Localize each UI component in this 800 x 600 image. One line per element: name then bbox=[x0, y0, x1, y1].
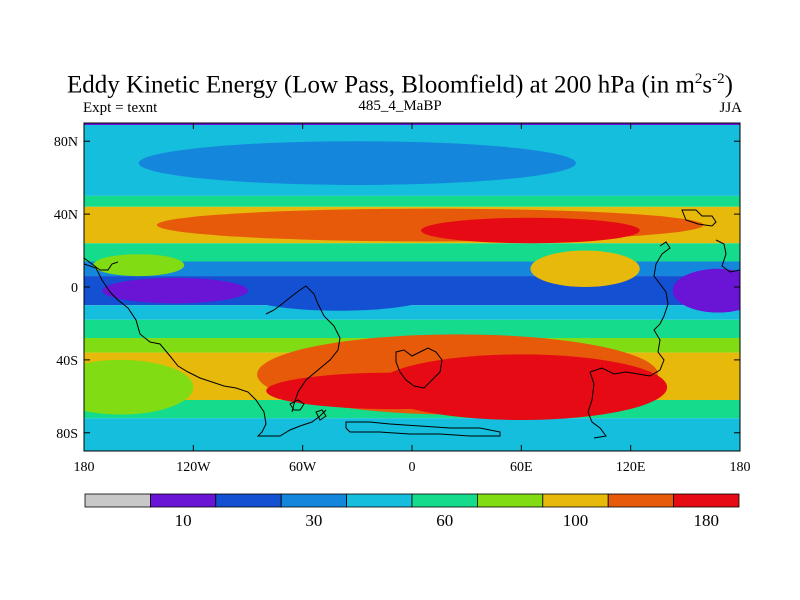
coastline-antarctica bbox=[345, 421, 501, 437]
field-blob-2 bbox=[421, 217, 640, 244]
field-blob-10 bbox=[266, 372, 522, 410]
x-tick-label-6: 180 bbox=[730, 460, 751, 475]
x-tick-label-5: 120E bbox=[616, 460, 646, 475]
field-blob-5 bbox=[102, 277, 248, 304]
colorbar-swatch-8 bbox=[607, 493, 675, 508]
y-tick-label-3: 40S bbox=[56, 354, 78, 369]
coastline-layer bbox=[84, 209, 740, 439]
y-tick-label-2: 0 bbox=[71, 281, 78, 296]
title-close: ) bbox=[724, 71, 733, 99]
coastline-australia bbox=[589, 241, 671, 377]
colorbar-swatch-0 bbox=[84, 493, 151, 508]
coastline-americas bbox=[84, 263, 327, 437]
colorbar-swatch-4 bbox=[346, 493, 413, 508]
field-blob-0 bbox=[138, 141, 576, 185]
subtitle-center: 485_4_MaBP bbox=[358, 98, 442, 114]
colorbar-swatch-2 bbox=[215, 493, 282, 508]
colorbar-label-4: 180 bbox=[694, 511, 720, 530]
y-tick-label-1: 40N bbox=[54, 208, 78, 223]
title-sup-2: -2 bbox=[712, 71, 725, 87]
x-tick-label-3: 0 bbox=[409, 460, 416, 475]
colorbar-swatch-6 bbox=[476, 493, 544, 508]
coastline-africa bbox=[395, 347, 443, 389]
coastline-australia-south bbox=[587, 371, 607, 439]
subtitle-right: JJA bbox=[719, 100, 742, 116]
field-band-6 bbox=[84, 305, 740, 320]
colorbar-label-1: 30 bbox=[305, 511, 322, 530]
colorbar-swatch-7 bbox=[542, 493, 609, 508]
colorbar-label-2: 60 bbox=[436, 511, 453, 530]
x-tick-label-0: 180 bbox=[74, 460, 95, 475]
field-band-1 bbox=[84, 195, 740, 207]
colorbar-label-0: 10 bbox=[175, 511, 192, 530]
colorbar-swatch-1 bbox=[149, 493, 217, 508]
title-sup-1: 2 bbox=[694, 71, 703, 87]
colorbar: 10 30 60 100 180 bbox=[84, 493, 740, 530]
field-blob-4 bbox=[93, 254, 185, 277]
field-blob-7 bbox=[672, 268, 740, 313]
coastline-north-america bbox=[84, 257, 119, 271]
colorbar-swatch-5 bbox=[411, 493, 478, 508]
coastline-south-atlantic-islands bbox=[289, 399, 327, 421]
coastline-south-america bbox=[265, 285, 341, 413]
x-axis: 180 120W 60W 0 60E 120E 180 bbox=[74, 123, 751, 475]
field-band-7 bbox=[84, 319, 740, 339]
coastline-pacific-islands bbox=[715, 239, 740, 273]
field-band-3 bbox=[84, 243, 740, 262]
y-axis: 80N 40N 0 40S 80S bbox=[54, 135, 740, 442]
y-tick-label-0: 80N bbox=[54, 135, 78, 150]
field-layer bbox=[84, 123, 740, 451]
colorbar-swatch-3 bbox=[280, 493, 348, 508]
field-blob-6 bbox=[248, 281, 431, 311]
subtitle-left: Expt = texnt bbox=[83, 100, 158, 116]
coastline-east-asia bbox=[681, 209, 717, 227]
colorbar-swatch-9 bbox=[673, 493, 740, 508]
x-tick-label-4: 60E bbox=[510, 460, 533, 475]
title-mid: s bbox=[702, 71, 713, 99]
chart-title: Eddy Kinetic Energy (Low Pass, Bloomfiel… bbox=[0, 64, 800, 100]
colorbar-label-3: 100 bbox=[563, 511, 589, 530]
field-blob-3 bbox=[530, 250, 640, 287]
title-main: Eddy Kinetic Energy (Low Pass, Bloomfiel… bbox=[67, 71, 695, 99]
x-tick-label-2: 60W bbox=[289, 460, 317, 475]
field-blob-11 bbox=[84, 359, 194, 415]
y-tick-label-4: 80S bbox=[56, 427, 78, 442]
x-tick-label-1: 120W bbox=[176, 460, 211, 475]
